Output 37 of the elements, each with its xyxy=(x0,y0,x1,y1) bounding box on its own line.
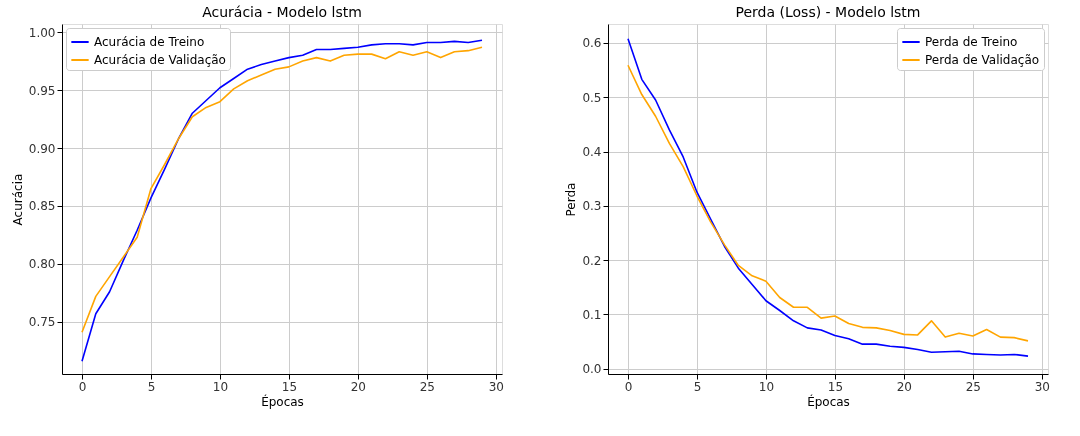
chart-title: Acurácia - Modelo lstm xyxy=(202,4,362,20)
x-tick-label: 10 xyxy=(212,379,229,394)
x-tick-label: 30 xyxy=(488,379,504,394)
legend-label: Perda de Validação xyxy=(925,53,1040,67)
y-axis-title: Perda xyxy=(564,182,579,217)
x-tick-label: 0 xyxy=(624,379,633,394)
y-tick-label: 0.2 xyxy=(582,253,602,268)
x-tick-label: 0 xyxy=(78,379,87,394)
chart-title: Perda (Loss) - Modelo lstm xyxy=(735,4,921,20)
y-tick-label: 0.6 xyxy=(582,36,602,51)
y-tick-label: 0.85 xyxy=(28,199,56,214)
y-tick-label: 0.0 xyxy=(582,362,602,377)
x-tick-label: 25 xyxy=(419,379,435,394)
x-tick-label: 15 xyxy=(827,379,844,394)
x-tick-label: 20 xyxy=(350,379,366,394)
x-tick-label: 20 xyxy=(896,379,912,394)
x-tick-label: 25 xyxy=(965,379,981,394)
legend-label: Perda de Treino xyxy=(925,35,1018,49)
y-tick-label: 0.1 xyxy=(582,307,602,322)
x-tick-label: 10 xyxy=(758,379,775,394)
y-tick-label: 1.00 xyxy=(28,25,56,40)
y-tick-label: 0.80 xyxy=(28,257,56,272)
x-axis-title: Épocas xyxy=(807,393,850,409)
x-tick-label: 15 xyxy=(281,379,298,394)
y-tick-label: 0.75 xyxy=(28,315,56,330)
y-tick-label: 0.95 xyxy=(28,83,56,98)
x-axis-title: Épocas xyxy=(261,393,304,409)
y-tick-label: 0.4 xyxy=(582,145,602,160)
y-tick-label: 0.90 xyxy=(28,141,56,156)
x-tick-label: 5 xyxy=(147,379,156,394)
legend-label: Acurácia de Validação xyxy=(94,53,226,67)
x-tick-label: 30 xyxy=(1034,379,1050,394)
legend-label: Acurácia de Treino xyxy=(94,35,205,49)
y-axis-title: Acurácia xyxy=(10,173,25,226)
y-tick-label: 0.3 xyxy=(582,199,602,214)
y-tick-label: 0.5 xyxy=(582,90,602,105)
x-tick-label: 5 xyxy=(693,379,702,394)
